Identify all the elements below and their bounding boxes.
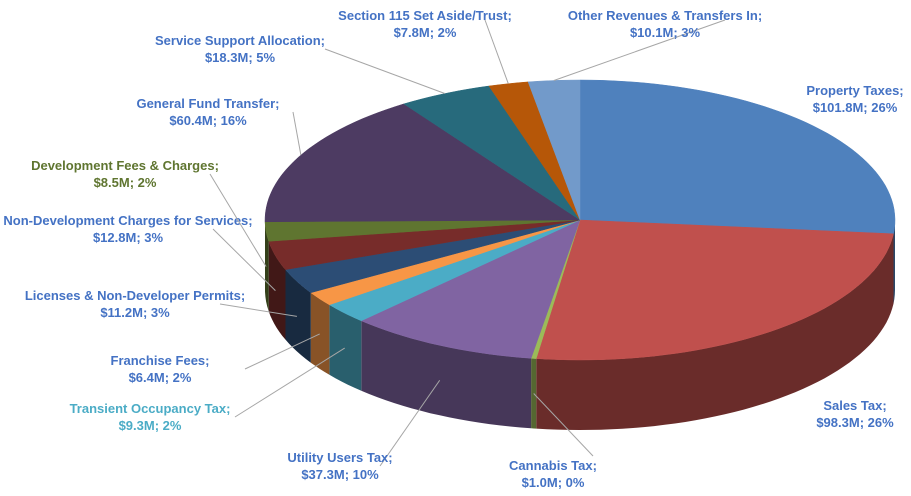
label-name: Service Support Allocation;: [155, 33, 325, 48]
label-name: Licenses & Non-Developer Permits;: [25, 288, 245, 303]
slice: [535, 219, 894, 361]
value-label: $6.4M; 2%: [129, 370, 192, 385]
slice-side: [310, 292, 330, 375]
label-name: Transient Occupancy Tax;: [70, 401, 231, 416]
leader-line: [234, 347, 345, 418]
slice-side: [531, 358, 537, 429]
leader-line: [212, 228, 276, 291]
slice: [268, 219, 581, 270]
value-label: $10.1M; 3%: [630, 25, 701, 40]
leader-line: [244, 333, 320, 370]
slice: [579, 79, 896, 235]
value-label: $8.5M; 2%: [94, 175, 157, 190]
value-label: $98.3M; 26%: [816, 415, 894, 430]
slice: [328, 219, 581, 322]
value-label: $1.0M; 0%: [522, 475, 585, 490]
slice: [403, 85, 581, 221]
leader-line: [209, 173, 267, 267]
label-name: Cannabis Tax;: [509, 458, 597, 473]
slice-side: [268, 241, 286, 340]
leader-line: [292, 111, 302, 156]
value-label: $37.3M; 10%: [301, 467, 379, 482]
value-label: $9.3M; 2%: [119, 418, 182, 433]
value-label: $7.8M; 2%: [394, 25, 457, 40]
label-name: General Fund Transfer;: [136, 96, 279, 111]
slice-side: [361, 320, 532, 429]
slice: [285, 219, 581, 293]
slice-side: [536, 233, 894, 430]
label-name: Utility Users Tax;: [287, 450, 392, 465]
slice-side: [329, 304, 362, 391]
label-name: Section 115 Set Aside/Trust;: [338, 8, 512, 23]
value-label: $101.8M; 26%: [813, 100, 898, 115]
label-name: Non-Development Charges for Services;: [3, 213, 252, 228]
value-label: $18.3M; 5%: [205, 50, 276, 65]
leader-line: [324, 48, 445, 94]
leader-line: [484, 19, 509, 84]
leader-line: [379, 380, 441, 467]
label-name: Sales Tax;: [823, 398, 886, 413]
label-name: Property Taxes;: [806, 83, 903, 98]
value-label: $60.4M; 16%: [169, 113, 247, 128]
leader-line: [533, 393, 594, 457]
slice-side: [285, 269, 311, 363]
label-name: Franchise Fees;: [111, 353, 210, 368]
label-name: Other Revenues & Transfers In;: [568, 8, 762, 23]
slice-side: [265, 221, 269, 312]
slice: [360, 219, 581, 359]
value-label: $12.8M; 3%: [93, 230, 164, 245]
value-label: $11.2M; 3%: [100, 305, 170, 320]
leader-line: [553, 19, 726, 81]
slice-side: [893, 220, 895, 304]
leader-line: [219, 303, 297, 317]
label-name: Development Fees & Charges;: [31, 158, 219, 173]
